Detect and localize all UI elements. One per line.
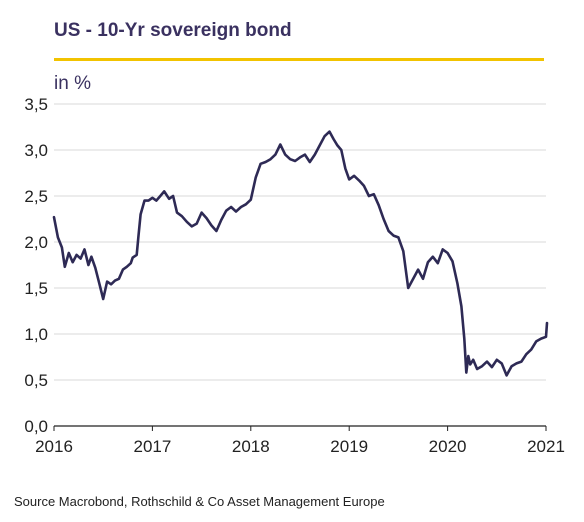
x-tick-label: 2016 [35, 437, 73, 456]
y-tick-label: 1,0 [24, 325, 48, 344]
x-tick-label: 2018 [232, 437, 270, 456]
y-axis-unit-label: in % [54, 73, 91, 94]
x-tick-label: 2019 [330, 437, 368, 456]
y-tick-label: 3,5 [24, 95, 48, 114]
x-tick-label: 2020 [429, 437, 467, 456]
y-tick-label: 2,0 [24, 233, 48, 252]
x-tick-label: 2021 [527, 437, 565, 456]
title-underline [54, 58, 544, 61]
y-tick-label: 2,5 [24, 187, 48, 206]
y-tick-label: 1,5 [24, 279, 48, 298]
chart-title: US - 10-Yr sovereign bond [54, 20, 292, 41]
y-tick-label: 0,0 [24, 417, 48, 436]
y-tick-label: 0,5 [24, 371, 48, 390]
x-tick-label: 2017 [133, 437, 171, 456]
y-tick-label: 3,0 [24, 141, 48, 160]
source-note: Source Macrobond, Rothschild & Co Asset … [14, 494, 385, 509]
series-line-0 [52, 130, 549, 377]
